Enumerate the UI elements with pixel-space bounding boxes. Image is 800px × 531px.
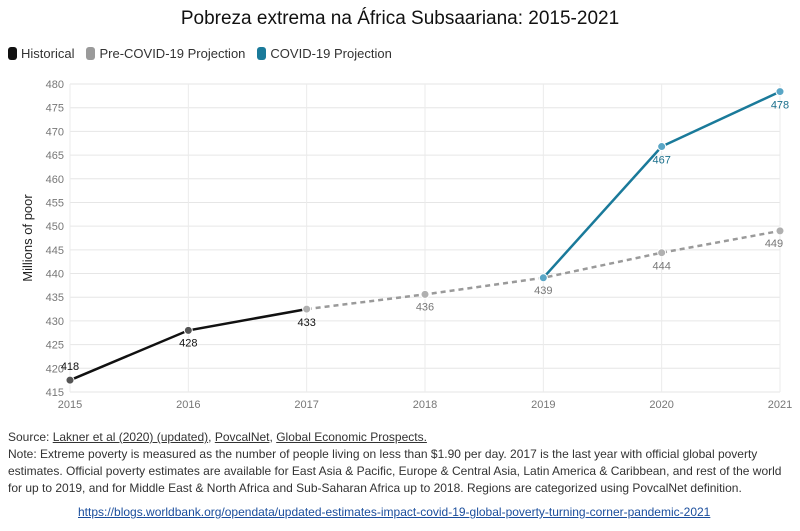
data-label-0-2015: 418 bbox=[61, 361, 79, 373]
x-tick-label-2020: 2020 bbox=[649, 399, 673, 411]
series-1-point-2017 bbox=[302, 304, 312, 314]
y-tick-label-435: 435 bbox=[46, 292, 64, 304]
data-label-0-2017: 433 bbox=[297, 317, 315, 329]
x-tick-label-2015: 2015 bbox=[58, 399, 82, 411]
y-tick-label-420: 420 bbox=[46, 363, 64, 375]
source-link-lakner[interactable]: Lakner et al (2020) (updated) bbox=[52, 430, 209, 444]
y-tick-label-425: 425 bbox=[46, 340, 64, 352]
data-label-1-2020: 444 bbox=[652, 261, 670, 273]
source-note: Source: Lakner et al (2020) (updated), P… bbox=[8, 429, 792, 497]
x-tick-label-2019: 2019 bbox=[531, 399, 555, 411]
y-tick-label-470: 470 bbox=[46, 126, 64, 138]
y-tick-label-450: 450 bbox=[46, 221, 64, 233]
legend-swatch-covid bbox=[257, 47, 267, 60]
source-link-gep[interactable]: Global Economic Prospects. bbox=[276, 430, 427, 444]
series-0-point-2016 bbox=[183, 325, 193, 335]
y-tick-label-465: 465 bbox=[46, 150, 64, 162]
y-tick-label-460: 460 bbox=[46, 174, 64, 186]
series-0-point-2015 bbox=[65, 375, 75, 385]
legend-label-historical: Historical bbox=[21, 46, 75, 61]
y-tick-label-430: 430 bbox=[46, 316, 64, 328]
data-label-1-2018: 436 bbox=[416, 301, 434, 313]
y-tick-label-415: 415 bbox=[46, 387, 64, 399]
series-1-point-2020 bbox=[657, 248, 667, 258]
data-label-2-2021: 478 bbox=[771, 100, 789, 112]
source-line: Source: Lakner et al (2020) (updated), P… bbox=[8, 430, 427, 444]
series-1-point-2021 bbox=[775, 226, 785, 236]
legend-item-pre-covid[interactable]: Pre-COVID-19 Projection bbox=[86, 46, 245, 61]
y-tick-label-440: 440 bbox=[46, 269, 64, 281]
y-tick-label-445: 445 bbox=[46, 245, 64, 257]
data-label-2-2020: 467 bbox=[652, 155, 670, 167]
source-link-povcalnet[interactable]: PovcalNet bbox=[214, 430, 270, 444]
legend-item-historical[interactable]: Historical bbox=[8, 46, 74, 61]
x-tick-label-2021: 2021 bbox=[768, 399, 792, 411]
chart-title: Pobreza extrema na África Subsaariana: 2… bbox=[180, 8, 620, 29]
data-label-1-2019: 439 bbox=[534, 285, 552, 297]
source-url-link[interactable]: https://blogs.worldbank.org/opendata/upd… bbox=[78, 505, 711, 519]
y-tick-label-480: 480 bbox=[46, 79, 64, 91]
x-tick-label-2018: 2018 bbox=[413, 399, 437, 411]
x-tick-label-2016: 2016 bbox=[176, 399, 200, 411]
data-label-1-2021: 449 bbox=[765, 238, 783, 250]
series-2-point-2021 bbox=[775, 87, 785, 97]
y-tick-label-455: 455 bbox=[46, 197, 64, 209]
line-chart: 415 420 425 430 435 440 445 450 455 460 465 470 475 4… bbox=[20, 79, 792, 411]
series-2-point-2020 bbox=[657, 142, 667, 152]
legend-swatch-pre-covid bbox=[86, 47, 96, 60]
source-prefix: Source: bbox=[8, 430, 53, 444]
legend-label-pre-covid: Pre-COVID-19 Projection bbox=[99, 46, 246, 61]
note-text: Note: Extreme poverty is measured as the… bbox=[8, 447, 782, 495]
chart-legend: Historical Pre-COVID-19 Projection COVID… bbox=[8, 46, 392, 61]
series-2-point-2019 bbox=[538, 273, 548, 283]
legend-label-covid: COVID-19 Projection bbox=[270, 46, 392, 61]
data-label-0-2016: 428 bbox=[179, 337, 197, 349]
x-tick-label-2017: 2017 bbox=[294, 399, 318, 411]
legend-item-covid[interactable]: COVID-19 Projection bbox=[257, 46, 392, 61]
series-1-point-2018 bbox=[420, 289, 430, 299]
y-tick-label-475: 475 bbox=[46, 103, 64, 115]
legend-swatch-historical bbox=[8, 47, 17, 60]
y-axis-label: Millions of poor bbox=[20, 194, 35, 282]
